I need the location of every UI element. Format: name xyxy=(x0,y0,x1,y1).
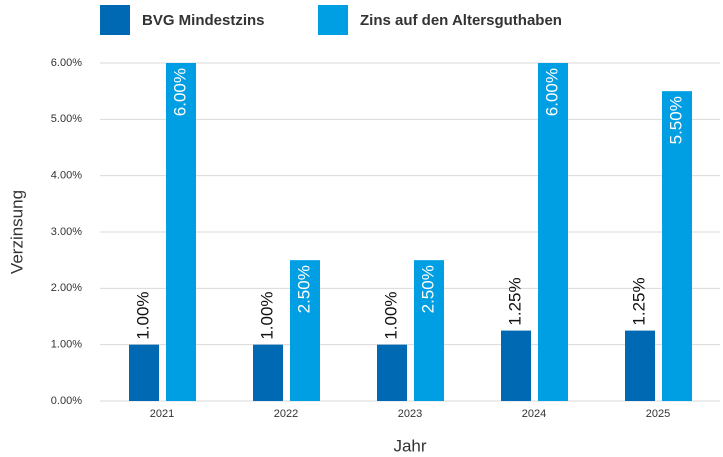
legend-swatch xyxy=(318,5,348,35)
bar xyxy=(290,260,320,401)
bar xyxy=(414,260,444,401)
legend-label: BVG Mindestzins xyxy=(142,12,265,29)
value-label: 1.00% xyxy=(133,291,152,339)
y-tick-label: 0.00% xyxy=(51,395,82,407)
y-tick-label: 4.00% xyxy=(51,170,82,182)
x-tick-label: 2023 xyxy=(398,408,422,420)
bar xyxy=(377,344,407,401)
bar xyxy=(538,63,568,401)
value-label: 1.25% xyxy=(629,277,648,325)
value-label: 1.25% xyxy=(505,277,524,325)
x-tick-label: 2021 xyxy=(150,408,174,420)
bar xyxy=(625,330,655,401)
x-tick-label: 2022 xyxy=(274,408,298,420)
value-label: 2.50% xyxy=(294,265,313,313)
bar xyxy=(253,344,283,401)
bar xyxy=(129,344,159,401)
value-label: 5.50% xyxy=(666,96,685,144)
value-label: 1.00% xyxy=(381,291,400,339)
x-axis-label: Jahr xyxy=(393,436,426,455)
x-tick-label: 2025 xyxy=(646,408,670,420)
y-tick-label: 2.00% xyxy=(51,282,82,294)
y-axis-label: Verzinsung xyxy=(7,190,26,274)
legend-label: Zins auf den Altersguthaben xyxy=(360,12,562,29)
y-tick-label: 1.00% xyxy=(51,339,82,351)
legend-swatch xyxy=(100,5,130,35)
bar xyxy=(501,330,531,401)
value-label: 1.00% xyxy=(257,291,276,339)
bar xyxy=(166,63,196,401)
x-tick-label: 2024 xyxy=(522,408,546,420)
y-tick-label: 3.00% xyxy=(51,226,82,238)
value-label: 6.00% xyxy=(170,68,189,116)
bar xyxy=(662,91,692,402)
value-label: 2.50% xyxy=(418,265,437,313)
y-tick-label: 6.00% xyxy=(51,57,82,69)
y-tick-label: 5.00% xyxy=(51,113,82,125)
value-label: 6.00% xyxy=(542,68,561,116)
